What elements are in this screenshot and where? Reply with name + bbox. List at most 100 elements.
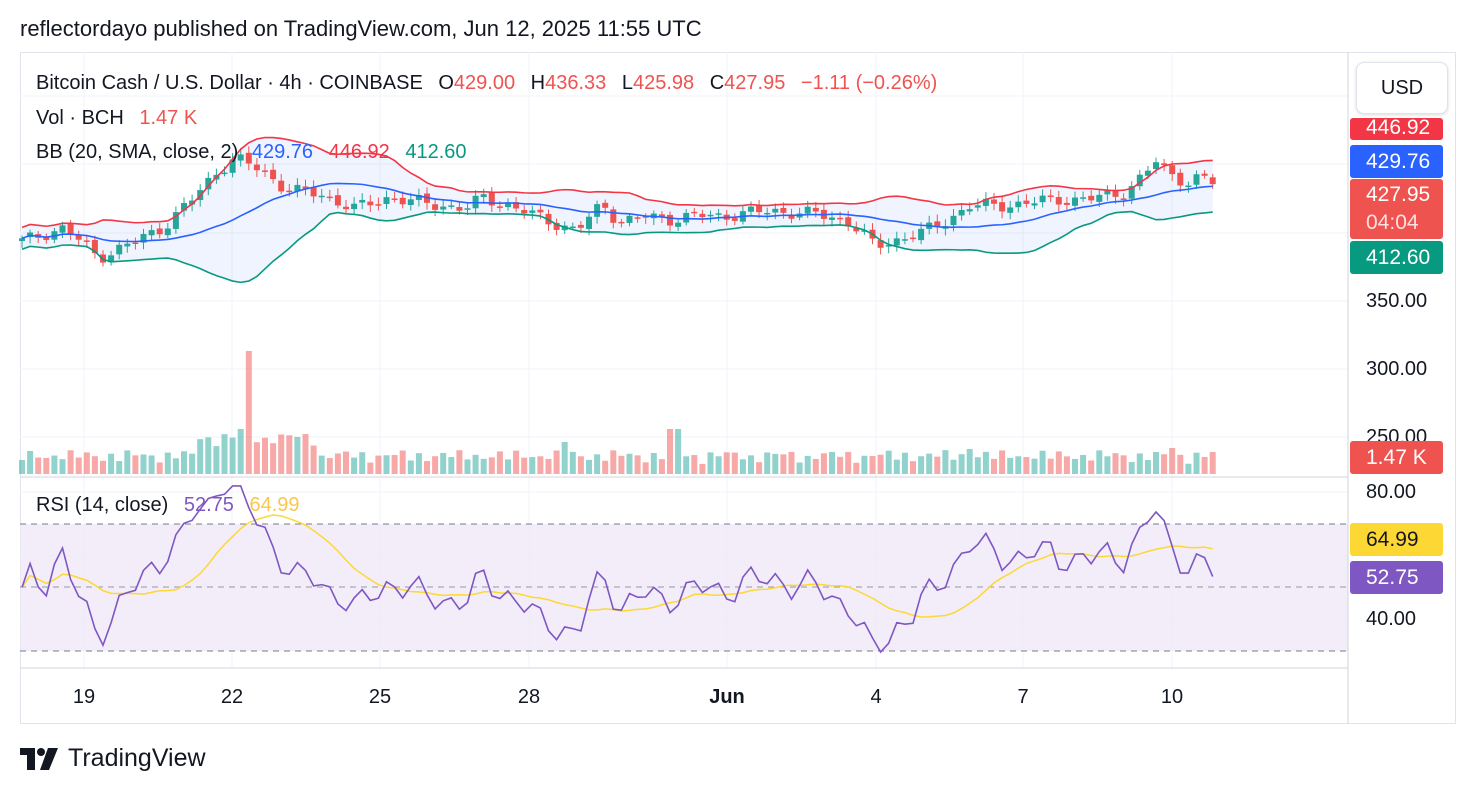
candle-body: [189, 200, 196, 205]
bb-upper-line: [21, 136, 1213, 229]
tradingview-logo[interactable]: TradingView: [20, 744, 206, 773]
candle-body: [1047, 195, 1054, 197]
volume-bar: [262, 437, 268, 474]
volume-bar: [999, 450, 1006, 474]
candle-body: [764, 212, 771, 215]
volume-bar: [715, 456, 722, 474]
volume-bar: [804, 455, 811, 474]
bb-lower-value: 412.60: [405, 141, 467, 163]
candle-body: [351, 203, 358, 210]
candle-body: [237, 154, 244, 161]
candle-body: [286, 190, 293, 193]
candle-body: [780, 207, 787, 213]
volume-bar: [529, 457, 536, 474]
bb-upper-value: 446.92: [328, 141, 390, 163]
volume-bar: [1201, 457, 1208, 474]
candle-body: [278, 180, 285, 192]
volume-bar: [1015, 456, 1022, 474]
close-value: 427.95: [724, 72, 786, 94]
candle-body: [488, 192, 495, 206]
candles: [19, 146, 1216, 267]
volume-bar: [1120, 455, 1127, 474]
volume-bar: [966, 449, 973, 474]
symbol-legend[interactable]: Bitcoin Cash / U.S. Dollar · 4h · COINBA…: [36, 72, 937, 95]
candle-body: [731, 218, 738, 221]
candle-body: [626, 215, 633, 223]
volume-bar: [837, 456, 844, 474]
bb-band-fill: [22, 137, 1213, 283]
volume-bar: [75, 457, 82, 474]
candle-body: [383, 197, 390, 205]
volume-bar: [1007, 457, 1014, 474]
volume-bar: [1072, 458, 1078, 474]
candle-body: [124, 243, 131, 247]
volume-bar: [731, 452, 738, 474]
candle-body: [148, 230, 155, 236]
candle-body: [958, 209, 965, 216]
volume-bar: [877, 454, 884, 474]
volume-bar: [1023, 457, 1030, 474]
volume-bar: [35, 457, 42, 474]
candle-body: [910, 237, 916, 240]
candle-body: [893, 238, 900, 246]
rsi-legend[interactable]: RSI (14, close) 52.75 64.99: [36, 494, 300, 517]
volume-bar: [845, 451, 852, 474]
time-label-22: 22: [220, 686, 244, 708]
volume-bar: [772, 453, 779, 474]
volume-bar: [83, 452, 90, 474]
volume-bar: [602, 460, 609, 474]
candle-body: [75, 234, 82, 240]
candle-body: [756, 205, 763, 213]
volume-bar: [19, 460, 25, 474]
volume-bar: [958, 454, 965, 474]
volume-bar: [205, 437, 212, 474]
bb-basis-line: [21, 182, 1213, 243]
candle-body: [480, 194, 487, 198]
candle-body: [432, 204, 439, 210]
high-label: H: [530, 72, 546, 94]
volume-bar: [918, 456, 925, 474]
candle-body: [885, 245, 892, 247]
volume-legend[interactable]: Vol · BCH 1.47 K: [36, 107, 197, 130]
bb-legend[interactable]: BB (20, SMA, close, 2) 429.76 446.92 412…: [36, 141, 467, 164]
volume-bar: [440, 452, 447, 474]
candle-body: [513, 202, 520, 209]
volume-bar: [1177, 454, 1184, 474]
volume-bar: [1161, 454, 1168, 474]
candle-body: [375, 204, 382, 206]
volume-bar: [432, 456, 439, 474]
candle-body: [245, 152, 252, 164]
volume-bar: [942, 450, 949, 474]
bb-basis-tag: 429.76: [1350, 145, 1443, 178]
volume-bar: [926, 453, 933, 474]
last-price-value: 427.95: [1366, 183, 1431, 206]
candle-body: [658, 214, 665, 217]
chart-frame[interactable]: [20, 52, 1456, 724]
publish-line: reflectordayo published on TradingView.c…: [20, 16, 702, 41]
bb-label: BB (20, SMA, close, 2): [36, 141, 239, 163]
volume-bar: [116, 461, 123, 474]
volume-bar: [318, 455, 325, 474]
candle-body: [270, 169, 277, 180]
time-label-jun: Jun: [709, 686, 745, 708]
volume-bar: [861, 455, 868, 474]
candle-body: [1055, 197, 1062, 205]
volume-bar: [594, 454, 601, 474]
volume-bar: [1104, 456, 1111, 474]
volume-bar: [229, 437, 236, 474]
rsi-tick-80: 80.00: [1366, 481, 1417, 503]
candle-body: [537, 209, 544, 213]
candle-body: [553, 222, 560, 230]
volume-bar: [950, 459, 957, 474]
candle-body: [991, 199, 997, 204]
currency-button[interactable]: USD: [1356, 62, 1448, 114]
volume-bar: [910, 461, 916, 474]
volume-bar: [586, 459, 592, 474]
volume-bar: [67, 450, 74, 474]
volume-bar: [561, 442, 568, 474]
candle-body: [966, 209, 973, 212]
rsi-tag: 52.75: [1350, 561, 1443, 594]
candle-body: [691, 211, 698, 214]
volume-bar: [237, 429, 244, 474]
